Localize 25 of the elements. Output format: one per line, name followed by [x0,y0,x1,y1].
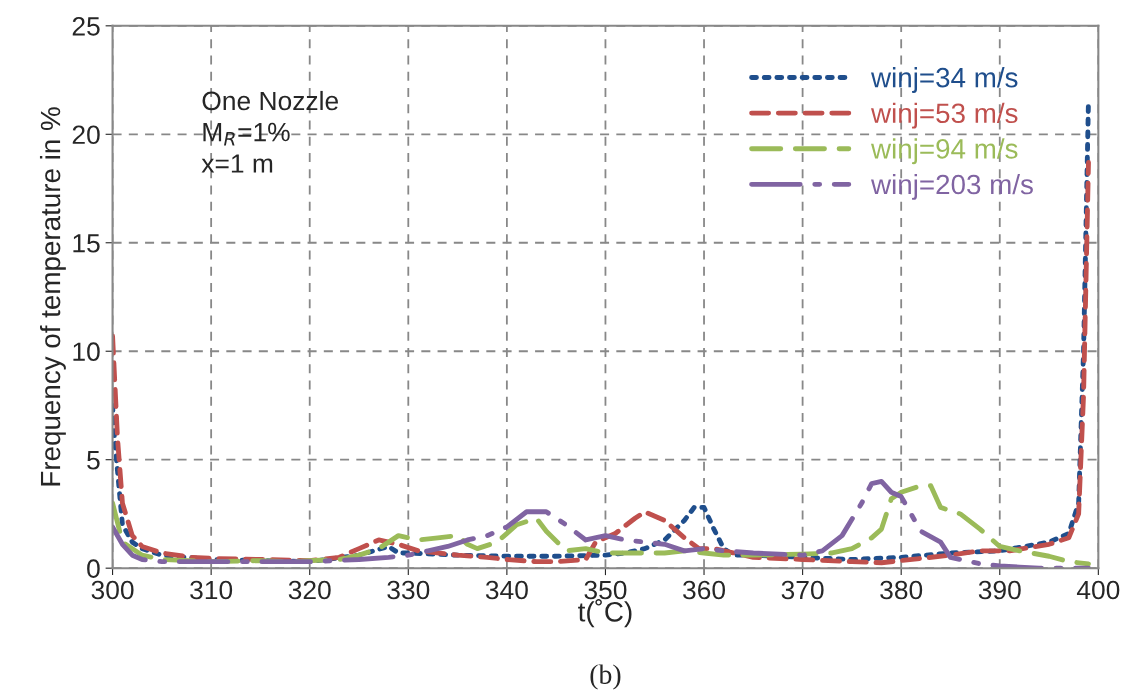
legend-label: winj=94 m/s [870,138,1018,165]
legend-label: winj=34 m/s [870,67,1018,93]
y-tick-label: 0 [87,559,100,578]
y-tick-label: 25 [72,16,100,36]
x-tick-label: 350 [584,580,627,600]
x-axis-title: t(˚C) [578,599,632,628]
x-tick-label: 390 [978,580,1021,600]
legend-label: winj=203 m/s [870,173,1033,200]
x-tick-label: 300 [91,580,134,600]
x-tick-label: 330 [387,580,430,600]
text: (b) [590,664,621,690]
y-tick-label: 10 [73,342,100,362]
x-tick-label: 380 [880,580,923,600]
x-tick-label: 310 [190,580,233,600]
legend-label: winj=53 m/s [870,102,1018,129]
y-axis-title: Frequency of temperature in % [39,107,66,486]
y-tick-label: 15 [73,234,100,253]
y-tick-label: 5 [87,451,100,470]
x-tick-label: 340 [485,580,528,600]
y-tick-label: 20 [72,125,100,145]
annotation: One Nozzle M$_{R}$=1% x=1 m [201,90,338,173]
x-tick-label: 320 [288,580,331,600]
x-tick-label: 360 [683,580,726,600]
x-tick-label: 400 [1076,580,1120,600]
x-tick-label: 370 [781,580,824,600]
